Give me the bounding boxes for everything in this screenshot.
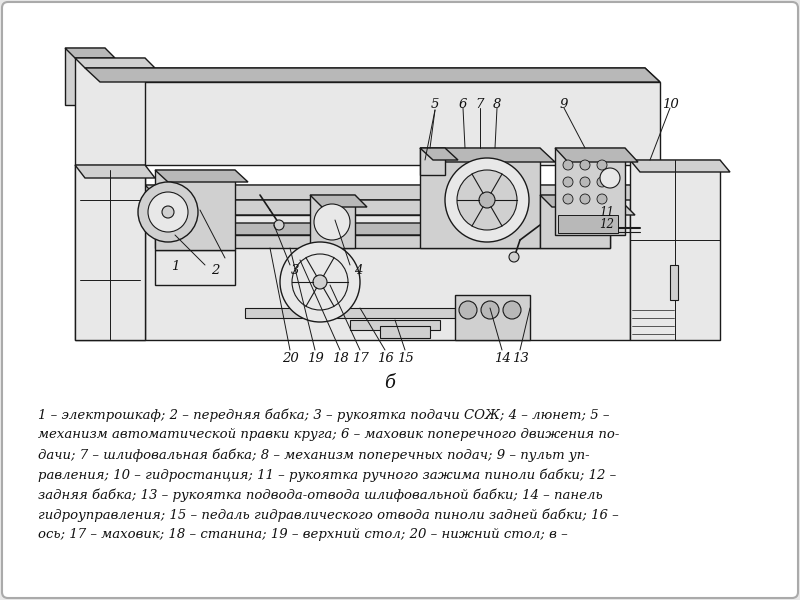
Circle shape (580, 177, 590, 187)
Polygon shape (75, 58, 145, 340)
Text: 4: 4 (354, 263, 362, 277)
Polygon shape (145, 185, 645, 200)
Polygon shape (310, 195, 367, 207)
Circle shape (457, 170, 517, 230)
Polygon shape (155, 235, 610, 248)
Polygon shape (540, 195, 610, 248)
Polygon shape (85, 82, 645, 118)
Text: 2: 2 (211, 263, 219, 277)
Polygon shape (75, 58, 155, 68)
Text: равления; 10 – гидростанция; 11 – рукоятка ручного зажима пиноли бабки; 12 –: равления; 10 – гидростанция; 11 – рукоят… (38, 468, 616, 481)
Circle shape (280, 242, 360, 322)
Bar (558, 215, 618, 233)
Circle shape (445, 158, 529, 242)
Text: 1 – электрошкаф; 2 – передняя бабка; 3 – рукоятка подачи СОЖ; 4 – люнет; 5 –: 1 – электрошкаф; 2 – передняя бабка; 3 –… (38, 408, 610, 421)
Circle shape (313, 275, 327, 289)
Polygon shape (540, 195, 622, 207)
Polygon shape (65, 48, 115, 58)
Polygon shape (420, 148, 540, 248)
Polygon shape (85, 68, 660, 82)
Bar (670, 265, 678, 300)
Circle shape (148, 192, 188, 232)
Polygon shape (555, 148, 638, 162)
Text: 11: 11 (599, 206, 614, 220)
Text: 15: 15 (397, 352, 414, 364)
Polygon shape (155, 250, 235, 285)
Polygon shape (420, 148, 458, 160)
Text: ось; 17 – маховик; 18 – станина; 19 – верхний стол; 20 – нижний стол; в –: ось; 17 – маховик; 18 – станина; 19 – ве… (38, 528, 568, 541)
Circle shape (600, 168, 620, 188)
Polygon shape (630, 160, 720, 340)
Text: 13: 13 (512, 352, 528, 364)
Polygon shape (420, 148, 555, 162)
Text: 6: 6 (459, 98, 467, 112)
Text: 1: 1 (171, 260, 179, 274)
Polygon shape (85, 68, 660, 82)
Polygon shape (100, 82, 660, 165)
Polygon shape (75, 165, 155, 178)
Polygon shape (145, 200, 635, 215)
Polygon shape (155, 170, 248, 182)
Text: 7: 7 (476, 98, 484, 112)
Text: гидроуправления; 15 – педаль гидравлического отвода пиноли задней бабки; 16 –: гидроуправления; 15 – педаль гидравличес… (38, 508, 618, 521)
Text: 18: 18 (332, 352, 348, 364)
Polygon shape (245, 308, 455, 318)
Circle shape (162, 206, 174, 218)
Bar (380, 326, 430, 338)
Polygon shape (145, 185, 630, 340)
Circle shape (563, 194, 573, 204)
Circle shape (597, 194, 607, 204)
Polygon shape (155, 223, 625, 235)
Text: 20: 20 (282, 352, 298, 364)
Polygon shape (145, 215, 620, 230)
Text: механизм автоматической правки круга; 6 – маховик поперечного движения по-: механизм автоматической правки круга; 6 … (38, 428, 619, 441)
Circle shape (509, 252, 519, 262)
Circle shape (274, 220, 284, 230)
Polygon shape (350, 320, 440, 330)
Polygon shape (75, 165, 145, 340)
Text: 19: 19 (306, 352, 323, 364)
Text: 12: 12 (599, 218, 614, 232)
Polygon shape (555, 148, 625, 235)
Text: задняя бабка; 13 – рукоятка подвода-отвода шлифовальной бабки; 14 – панель: задняя бабка; 13 – рукоятка подвода-отво… (38, 488, 602, 502)
Circle shape (459, 301, 477, 319)
Circle shape (479, 192, 495, 208)
Text: 5: 5 (431, 98, 439, 112)
Circle shape (563, 160, 573, 170)
Text: 16: 16 (377, 352, 394, 364)
Text: б: б (385, 374, 395, 392)
Circle shape (580, 194, 590, 204)
Circle shape (597, 160, 607, 170)
Polygon shape (630, 160, 730, 172)
Circle shape (503, 301, 521, 319)
Polygon shape (155, 170, 235, 250)
Circle shape (314, 204, 350, 240)
Circle shape (481, 301, 499, 319)
Text: 8: 8 (493, 98, 501, 112)
Circle shape (563, 177, 573, 187)
Text: дачи; 7 – шлифовальная бабка; 8 – механизм поперечных подач; 9 – пульт уп-: дачи; 7 – шлифовальная бабка; 8 – механи… (38, 448, 590, 461)
Text: 10: 10 (662, 98, 678, 112)
Circle shape (138, 182, 198, 242)
Polygon shape (420, 148, 445, 175)
Text: 17: 17 (352, 352, 368, 364)
Polygon shape (455, 295, 530, 340)
Text: 9: 9 (560, 98, 568, 112)
Polygon shape (310, 195, 355, 248)
Polygon shape (65, 48, 105, 105)
Circle shape (580, 160, 590, 170)
Text: 14: 14 (494, 352, 510, 364)
Text: 3: 3 (291, 263, 299, 277)
Circle shape (597, 177, 607, 187)
